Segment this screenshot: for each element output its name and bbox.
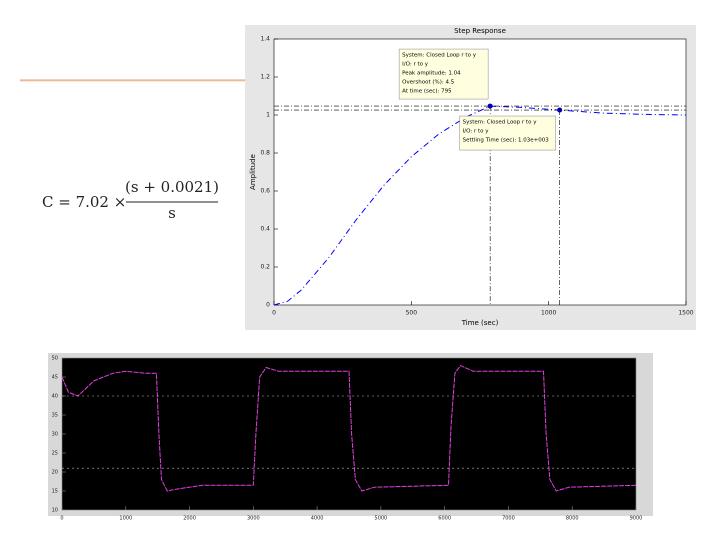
x-tick-label: 1000 xyxy=(541,310,556,317)
datatip-point xyxy=(487,103,493,109)
y-tick-label: 20 xyxy=(52,470,58,476)
y-tick-label: 0.2 xyxy=(260,264,270,271)
datatip-text: Peak amplitude: 1.04 xyxy=(402,71,461,77)
x-tick-label: 9000 xyxy=(630,516,643,522)
x-tick-label: 4000 xyxy=(311,516,324,522)
y-tick-label: 0 xyxy=(266,302,270,309)
x-tick-label: 500 xyxy=(406,310,418,317)
datatip-box xyxy=(398,48,489,100)
x-axis-label: Time (sec) xyxy=(461,319,499,327)
x-tick-label: 0 xyxy=(60,516,63,522)
datatip-text: I/O: r to y xyxy=(463,129,490,135)
datatip-text: System: Closed Loop r to y xyxy=(463,120,538,126)
y-tick-label: 10 xyxy=(52,508,58,514)
datatip-text: Overshoot (%): 4.5 xyxy=(402,80,455,86)
datatip-box xyxy=(459,115,556,151)
datatip-text: At time (sec): 795 xyxy=(402,89,452,95)
y-tick-label: 15 xyxy=(52,489,58,495)
x-tick-label: 5000 xyxy=(375,516,388,522)
x-tick-label: 1500 xyxy=(678,310,693,317)
equation-denominator: s xyxy=(168,204,176,222)
equation-numerator: (s + 0.0021) xyxy=(125,178,219,196)
y-tick-label: 40 xyxy=(52,394,58,400)
x-tick-label: 2000 xyxy=(183,516,196,522)
y-tick-label: 50 xyxy=(52,356,58,362)
datatip-text: I/O: r to y xyxy=(402,62,429,68)
datatip-text: Settling Time (sec): 1.03e+003 xyxy=(463,138,550,144)
x-tick-label: 6000 xyxy=(438,516,451,522)
y-tick-label: 25 xyxy=(52,451,58,457)
y-tick-label: 1.4 xyxy=(260,36,270,43)
y-tick-label: 1.2 xyxy=(260,74,270,81)
x-tick-label: 1000 xyxy=(119,516,132,522)
y-tick-label: 0.8 xyxy=(260,150,270,157)
x-tick-label: 8000 xyxy=(566,516,579,522)
chart-title: Step Response xyxy=(454,27,506,35)
equation-lhs: C = 7.02 × xyxy=(42,193,126,211)
y-tick-label: 1 xyxy=(266,112,270,119)
x-tick-label: 0 xyxy=(272,310,276,317)
datatip-text: System: Closed Loop r to y xyxy=(402,53,477,59)
datatip-point xyxy=(557,107,563,113)
line-series xyxy=(61,364,637,492)
y-tick-label: 0.4 xyxy=(260,226,270,233)
x-tick-label: 7000 xyxy=(502,516,515,522)
y-tick-label: 35 xyxy=(52,413,58,419)
y-axis-label: Amplitude xyxy=(249,154,257,190)
y-tick-label: 30 xyxy=(52,432,58,438)
x-tick-label: 3000 xyxy=(247,516,260,522)
y-tick-label: 45 xyxy=(52,375,58,381)
y-tick-label: 0.6 xyxy=(260,188,270,195)
